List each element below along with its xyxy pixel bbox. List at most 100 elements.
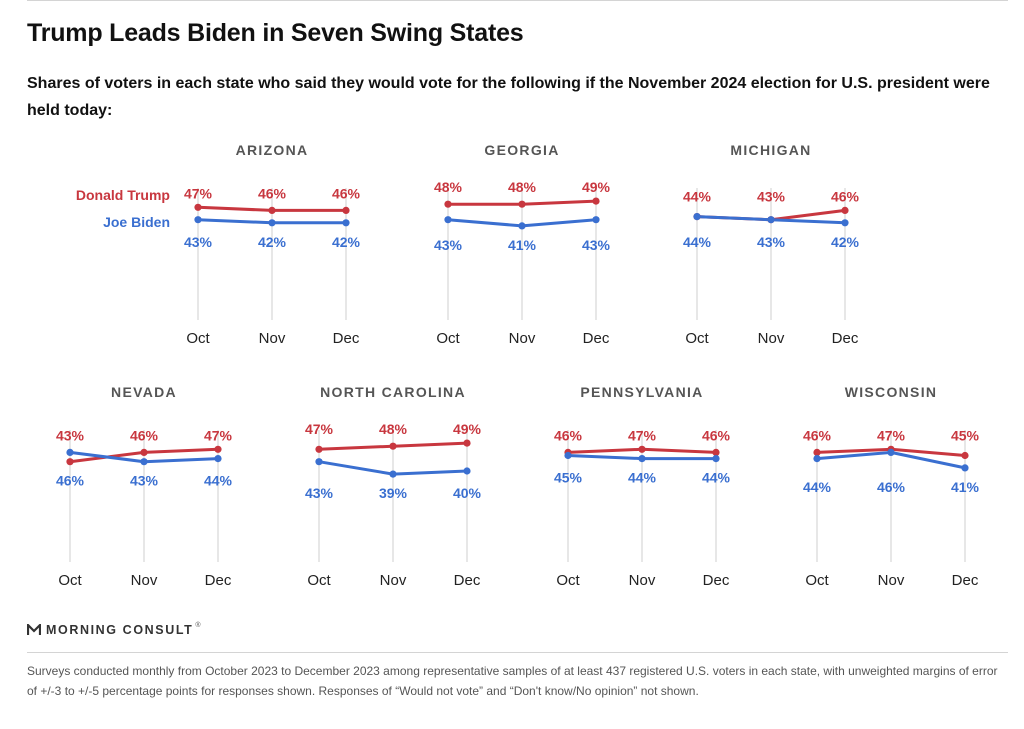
x-tick-wisconsin-nov: Nov <box>878 572 905 589</box>
trump-point-pennsylvania-nov <box>638 445 646 453</box>
chart-title: Trump Leads Biden in Seven Swing States <box>27 19 524 47</box>
biden-point-nevada-dec <box>214 455 222 463</box>
trump-label-nevada-dec: 47% <box>204 427 233 443</box>
x-tick-michigan-nov: Nov <box>758 330 785 347</box>
trump-point-arizona-oct <box>194 203 202 211</box>
panel-michigan: MICHIGAN Oct Nov Dec 44% 43% 46% 44% 43% 42% <box>683 142 860 347</box>
panel-title-georgia: GEORGIA <box>484 142 559 158</box>
biden-point-michigan-dec <box>841 219 849 227</box>
biden-point-arizona-dec <box>342 219 350 227</box>
biden-point-michigan-oct <box>693 213 701 221</box>
trump-point-pennsylvania-dec <box>712 448 720 456</box>
trump-label-michigan-dec: 46% <box>831 188 860 204</box>
trump-point-arizona-nov <box>268 206 276 214</box>
trump-point-nevada-oct <box>66 458 74 466</box>
trump-label-georgia-oct: 48% <box>434 179 463 195</box>
trump-point-north-carolina-nov <box>389 442 397 450</box>
biden-point-michigan-nov <box>767 216 775 224</box>
biden-point-pennsylvania-oct <box>564 451 572 460</box>
trump-point-nevada-dec <box>214 445 222 453</box>
trump-label-georgia-dec: 49% <box>582 179 611 195</box>
biden-label-georgia-dec: 43% <box>582 237 611 253</box>
biden-label-nevada-oct: 46% <box>56 473 85 489</box>
biden-label-wisconsin-nov: 46% <box>877 479 906 495</box>
x-tick-michigan-oct: Oct <box>685 330 709 347</box>
x-tick-arizona-dec: Dec <box>333 330 360 347</box>
biden-point-arizona-oct <box>194 216 202 224</box>
biden-point-wisconsin-oct <box>813 455 821 463</box>
biden-label-north-carolina-nov: 39% <box>379 485 408 501</box>
biden-label-michigan-nov: 43% <box>757 234 786 250</box>
x-tick-pennsylvania-nov: Nov <box>629 572 656 589</box>
morning-consult-m-icon <box>27 624 41 635</box>
trump-label-arizona-dec: 46% <box>332 185 361 201</box>
biden-label-pennsylvania-dec: 44% <box>702 470 731 486</box>
panel-arizona: ARIZONA Oct Nov Dec 47% 46% 46% 43% 42% 42% <box>184 142 361 347</box>
x-tick-pennsylvania-oct: Oct <box>556 572 580 589</box>
biden-label-wisconsin-dec: 41% <box>951 479 980 495</box>
biden-point-north-carolina-dec <box>463 467 471 475</box>
x-tick-north-carolina-dec: Dec <box>454 572 481 589</box>
biden-point-wisconsin-nov <box>887 448 895 456</box>
trump-label-nevada-nov: 46% <box>130 427 159 443</box>
biden-label-nevada-dec: 44% <box>204 473 233 489</box>
biden-point-wisconsin-dec <box>961 464 969 472</box>
biden-point-nevada-oct <box>66 448 74 456</box>
top-divider <box>27 0 1008 1</box>
biden-label-michigan-dec: 42% <box>831 234 860 250</box>
logo-trademark: ® <box>195 621 201 629</box>
x-tick-north-carolina-nov: Nov <box>380 572 407 589</box>
trump-label-north-carolina-dec: 49% <box>453 421 482 437</box>
x-tick-north-carolina-oct: Oct <box>307 572 331 589</box>
trump-label-nevada-oct: 43% <box>56 427 85 443</box>
panel-title-wisconsin: WISCONSIN <box>845 384 938 400</box>
x-tick-wisconsin-oct: Oct <box>805 572 829 589</box>
panel-title-pennsylvania: PENNSYLVANIA <box>580 384 703 400</box>
trump-label-michigan-nov: 43% <box>757 188 786 204</box>
trump-point-wisconsin-oct <box>813 448 821 456</box>
x-tick-nevada-oct: Oct <box>58 572 82 589</box>
trump-point-michigan-dec <box>841 206 849 214</box>
trump-point-arizona-dec <box>342 206 350 214</box>
panel-title-nevada: NEVADA <box>111 384 177 400</box>
x-tick-arizona-oct: Oct <box>186 330 210 347</box>
biden-point-arizona-nov <box>268 219 276 227</box>
panel-pennsylvania: PENNSYLVANIA Oct Nov Dec 46% 47% 46% 45% 44% 44% <box>554 384 731 589</box>
biden-label-georgia-nov: 41% <box>508 237 537 253</box>
biden-point-pennsylvania-nov <box>638 455 646 463</box>
x-tick-georgia-dec: Dec <box>583 330 610 347</box>
trump-point-georgia-oct <box>444 200 452 208</box>
trump-label-arizona-nov: 46% <box>258 185 287 201</box>
morning-consult-logo: MORNING CONSULT ® <box>27 621 201 637</box>
trump-point-north-carolina-oct <box>315 445 323 453</box>
biden-label-arizona-nov: 42% <box>258 234 287 250</box>
trump-label-north-carolina-oct: 47% <box>305 421 334 437</box>
biden-label-michigan-oct: 44% <box>683 234 712 250</box>
trump-label-wisconsin-dec: 45% <box>951 427 980 443</box>
trump-label-wisconsin-oct: 46% <box>803 427 832 443</box>
biden-label-wisconsin-oct: 44% <box>803 479 832 495</box>
biden-label-nevada-nov: 43% <box>130 473 159 489</box>
biden-label-georgia-oct: 43% <box>434 237 463 253</box>
trump-point-nevada-nov <box>140 448 148 456</box>
biden-label-pennsylvania-nov: 44% <box>628 470 657 486</box>
trump-label-pennsylvania-nov: 47% <box>628 427 657 443</box>
biden-point-nevada-nov <box>140 458 148 466</box>
biden-point-georgia-oct <box>444 216 452 224</box>
trump-label-wisconsin-nov: 47% <box>877 427 906 443</box>
biden-label-arizona-oct: 43% <box>184 234 213 250</box>
x-tick-pennsylvania-dec: Dec <box>703 572 730 589</box>
trump-label-north-carolina-nov: 48% <box>379 421 408 437</box>
panel-title-north-carolina: NORTH CAROLINA <box>320 384 466 400</box>
biden-point-north-carolina-oct <box>315 458 323 466</box>
chart-subtitle: Shares of voters in each state who said … <box>27 75 990 119</box>
footer-divider <box>27 652 1008 653</box>
panel-north-carolina: NORTH CAROLINA Oct Nov Dec 47% 48% 49% 43% 39% 40… <box>305 384 482 589</box>
biden-point-georgia-dec <box>592 216 600 224</box>
biden-label-north-carolina-oct: 43% <box>305 485 334 501</box>
biden-label-pennsylvania-oct: 45% <box>554 470 583 486</box>
panel-nevada: NEVADA Oct Nov Dec 43% 46% 47% 46% 43% 44% <box>56 384 233 589</box>
trump-point-north-carolina-dec <box>463 439 471 447</box>
x-tick-michigan-dec: Dec <box>832 330 859 347</box>
trump-label-arizona-oct: 47% <box>184 185 213 201</box>
